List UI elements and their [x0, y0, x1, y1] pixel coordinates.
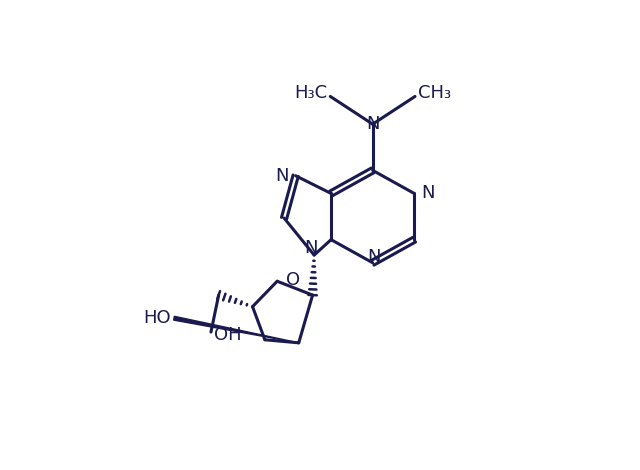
Polygon shape — [173, 316, 299, 343]
Text: N: N — [366, 115, 380, 133]
Text: N: N — [304, 239, 318, 257]
Text: N: N — [275, 167, 289, 185]
Text: HO: HO — [143, 309, 171, 327]
Text: H₃C: H₃C — [294, 84, 327, 102]
Text: N: N — [421, 184, 435, 203]
Text: OH: OH — [214, 326, 242, 344]
Text: O: O — [287, 271, 301, 289]
Text: CH₃: CH₃ — [418, 84, 451, 102]
Text: N: N — [367, 248, 381, 266]
